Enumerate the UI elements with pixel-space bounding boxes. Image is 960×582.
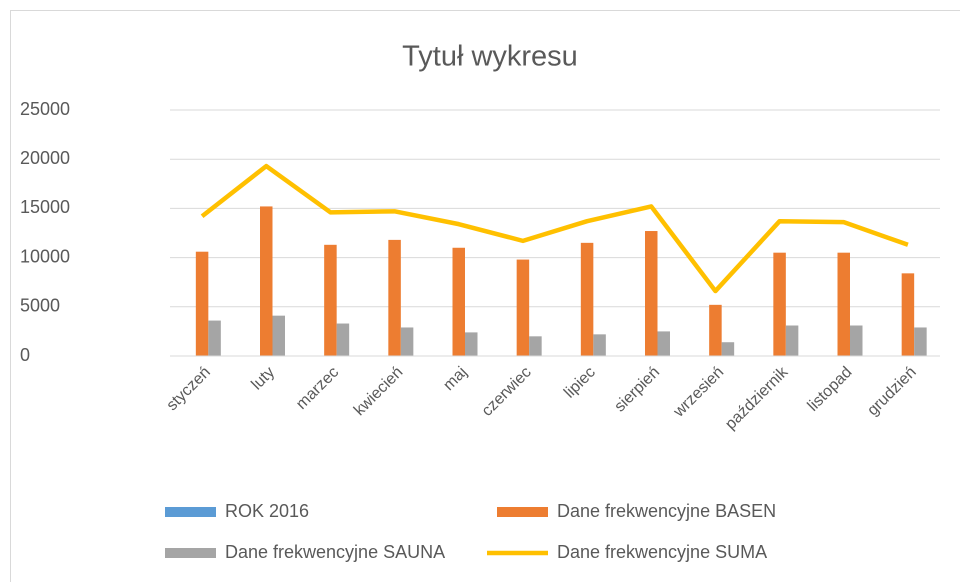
- bar: [272, 315, 285, 356]
- bar: [516, 259, 530, 356]
- bar: [593, 334, 606, 356]
- y-tick-label: 5000: [20, 296, 60, 316]
- bar: [721, 342, 735, 356]
- y-tick-label: 10000: [20, 246, 70, 266]
- legend-label: Dane frekwencyjne BASEN: [557, 501, 776, 521]
- bar: [529, 336, 542, 356]
- bar: [580, 242, 594, 356]
- bar: [785, 325, 799, 356]
- bar: [901, 273, 915, 356]
- bar: [324, 244, 337, 356]
- bar: [208, 320, 221, 356]
- line: [200, 163, 909, 294]
- legend-label: ROK 2016: [225, 501, 309, 521]
- bar: [388, 239, 401, 356]
- bar: [914, 327, 927, 356]
- bar: [657, 331, 670, 356]
- bar: [645, 231, 658, 356]
- bar: [709, 304, 722, 356]
- y-tick-label: 0: [20, 345, 30, 365]
- y-tick-label: 20000: [20, 148, 70, 168]
- bar: [773, 252, 786, 356]
- bar: [260, 206, 273, 356]
- bar: [837, 252, 850, 356]
- bar: [336, 323, 350, 356]
- y-tick-label: 25000: [20, 99, 70, 119]
- legend-swatch: [165, 507, 216, 517]
- bar: [465, 332, 478, 356]
- legend-label: Dane frekwencyjne SUMA: [557, 542, 767, 562]
- chart-title: Tytuł wykresu: [402, 41, 578, 73]
- legend-swatch: [165, 548, 216, 558]
- bar: [850, 325, 863, 356]
- legend-label: Dane frekwencyjne SAUNA: [225, 542, 445, 562]
- bar: [452, 247, 465, 356]
- y-tick-label: 15000: [20, 197, 70, 217]
- legend-swatch: [497, 507, 548, 517]
- bar: [195, 251, 209, 356]
- bar: [400, 327, 414, 356]
- chart-border: [10, 10, 960, 582]
